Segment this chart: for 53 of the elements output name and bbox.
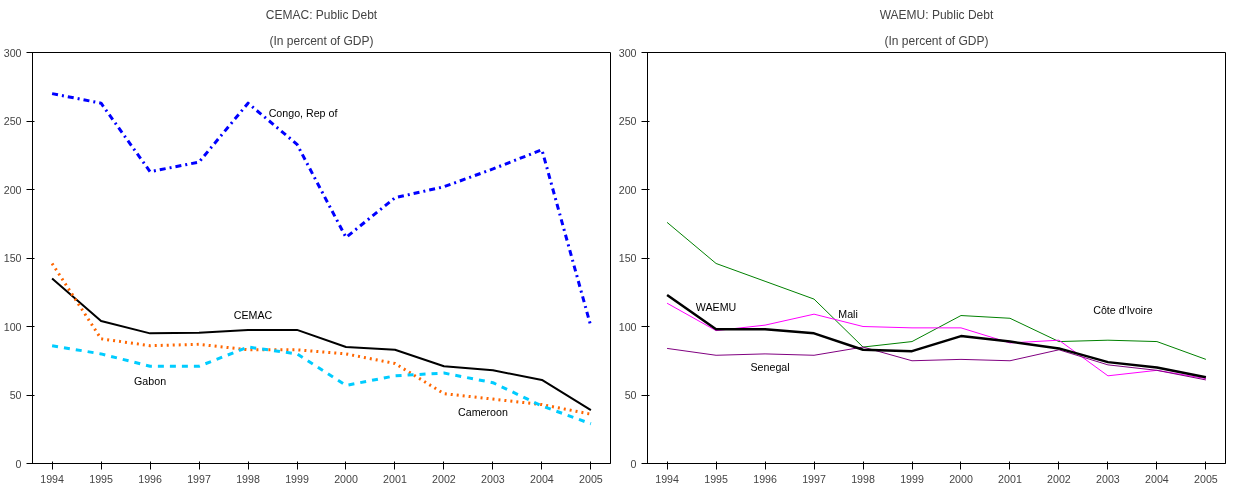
- y-tick-label: 300: [3, 46, 22, 59]
- x-tick-label: 1997: [187, 472, 211, 485]
- x-tick-label: 2003: [481, 472, 505, 485]
- x-tick-label: 1998: [236, 472, 260, 485]
- x-tick-label: 2000: [334, 472, 358, 485]
- annotation: Congo, Rep of: [268, 107, 338, 120]
- x-tick-label: 2002: [1047, 472, 1071, 485]
- x-tick-label: 1996: [138, 472, 162, 485]
- annotation: WAEMU: [695, 301, 737, 314]
- annotation: Cameroon: [458, 406, 508, 419]
- y-tick-label: 100: [3, 320, 22, 333]
- x-tick-label: 2000: [949, 472, 973, 485]
- annotation: Mali: [838, 307, 858, 320]
- x-tick-label: 1995: [89, 472, 113, 485]
- x-tick-label: 2002: [432, 472, 456, 485]
- annotation: Gabon: [134, 375, 167, 388]
- chart-subtitle: (In percent of GDP): [884, 33, 989, 48]
- x-tick-label: 1996: [753, 472, 777, 485]
- y-tick-label: 250: [3, 115, 22, 127]
- y-tick-label: 150: [3, 252, 22, 264]
- x-tick-label: 1994: [40, 472, 65, 485]
- y-tick-label: 0: [15, 457, 22, 470]
- annotation: Senegal: [750, 360, 790, 373]
- chart-title: CEMAC: Public Debt: [265, 7, 378, 22]
- line-series: [666, 346, 1207, 381]
- y-tick-label: 0: [630, 457, 637, 470]
- y-tick-label: 300: [618, 46, 637, 59]
- y-tick-label: 50: [624, 389, 637, 401]
- x-tick-label: 2001: [998, 472, 1022, 485]
- x-tick-label: 2005: [1194, 472, 1218, 485]
- line-series: [666, 221, 1207, 360]
- y-tick-label: 100: [618, 320, 637, 333]
- x-tick-label: 2004: [1145, 472, 1169, 485]
- annotation: Côte d'Ivoire: [1093, 304, 1153, 317]
- line-series: [50, 344, 593, 426]
- y-tick-label: 200: [618, 183, 637, 196]
- x-tick-label: 1999: [285, 472, 309, 485]
- y-tick-label: 250: [618, 115, 637, 127]
- y-tick-label: 50: [9, 389, 22, 401]
- x-tick-label: 2004: [530, 472, 554, 485]
- chart-title: WAEMU: Public Debt: [879, 7, 994, 22]
- x-tick-label: 1997: [802, 472, 826, 485]
- x-tick-label: 2001: [383, 472, 407, 485]
- x-tick-label: 1998: [851, 472, 875, 485]
- x-tick-label: 2003: [1096, 472, 1120, 485]
- annotation: CEMAC: [233, 308, 273, 321]
- x-tick-label: 2005: [579, 472, 603, 485]
- x-tick-label: 1999: [900, 472, 924, 485]
- y-tick-label: 200: [3, 183, 22, 196]
- y-tick-label: 150: [618, 252, 637, 264]
- x-tick-label: 1994: [655, 472, 680, 485]
- chart-subtitle: (In percent of GDP): [269, 33, 374, 48]
- x-tick-label: 1995: [704, 472, 728, 485]
